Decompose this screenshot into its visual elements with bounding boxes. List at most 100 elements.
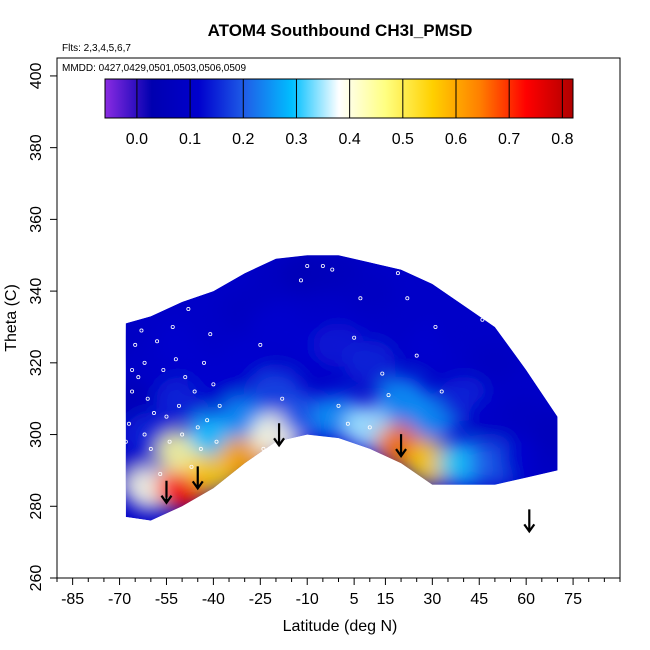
colorbar: 0.0 0.1 0.2 0.3 0.4 0.5 0.6 0.7 0.8 — [104, 78, 574, 148]
sample-point — [126, 421, 131, 426]
colorbar-gradient — [104, 78, 574, 119]
arrow-marker — [160, 480, 173, 505]
x-tick-label: 30 — [423, 591, 441, 608]
colorbar-tick-label: 0.0 — [126, 131, 148, 148]
sample-point — [305, 263, 310, 268]
sample-point — [183, 375, 188, 380]
curtain-cell — [468, 340, 521, 385]
sample-point — [439, 389, 444, 394]
sample-point — [186, 307, 191, 312]
y-tick-label: 280 — [28, 493, 45, 520]
curtain-cell — [125, 376, 152, 421]
sample-point — [320, 263, 325, 268]
x-tick-label: -25 — [249, 591, 272, 608]
sample-point — [130, 367, 135, 372]
sample-point — [208, 332, 213, 337]
sample-point — [145, 396, 150, 401]
x-tick-label: 5 — [350, 591, 359, 608]
sample-point — [151, 411, 156, 416]
sample-point — [358, 296, 363, 301]
flights-subtitle: Flts: 2,3,4,5,6,7 — [62, 43, 131, 54]
sample-point — [148, 446, 153, 451]
sample-point — [176, 403, 181, 408]
axes: -85 -70 -55 -40 -25 -10 5 15 30 45 60 75 260 280 300 32… — [28, 57, 621, 608]
arrow-marker — [395, 434, 407, 458]
x-axis-label: Latitude (deg N) — [283, 618, 398, 635]
sample-point — [133, 342, 138, 347]
sample-point — [480, 317, 485, 322]
sample-point — [136, 375, 141, 380]
sample-point — [414, 353, 419, 358]
x-tick-label: 45 — [470, 591, 488, 608]
x-tick-label: 60 — [517, 591, 535, 608]
sample-point — [198, 446, 203, 451]
colorbar-tick-label: 0.5 — [392, 131, 414, 148]
curtain-cell — [218, 340, 271, 385]
curtain-cell — [437, 312, 490, 357]
dates-subtitle: MMDD: 0427,0429,0501,0503,0506,0509 — [62, 63, 246, 74]
colorbar-tick-label: 0.1 — [179, 131, 201, 148]
x-tick-label: -85 — [61, 591, 84, 608]
arrow-marker — [273, 423, 285, 448]
sample-point — [211, 382, 216, 387]
sample-point — [261, 446, 266, 451]
sample-point — [189, 464, 194, 469]
sample-point — [130, 389, 135, 394]
colorbar-tick-label: 0.6 — [445, 131, 467, 148]
chart-title: ATOM4 Southbound CH3I_PMSD — [208, 21, 473, 40]
sample-point — [155, 339, 160, 344]
sample-point — [173, 357, 178, 362]
sample-point — [158, 471, 163, 476]
sample-points — [123, 263, 491, 502]
sample-point — [330, 267, 335, 272]
y-tick-label: 300 — [28, 421, 45, 448]
sample-point — [142, 432, 147, 437]
sample-point — [405, 296, 410, 301]
curtain-cell — [343, 340, 396, 385]
sample-point — [167, 439, 172, 444]
sample-point — [380, 371, 385, 376]
arrow-marker — [191, 466, 204, 491]
sample-point — [142, 360, 147, 365]
plot-area — [123, 255, 558, 534]
x-tick-label: -55 — [155, 591, 178, 608]
x-tick-label: 15 — [377, 591, 395, 608]
sample-point — [395, 271, 400, 276]
y-axis-label: Theta (C) — [3, 284, 20, 352]
sample-point — [336, 403, 341, 408]
y-tick-label: 320 — [28, 349, 45, 376]
sample-point — [164, 414, 169, 419]
x-tick-label: -10 — [296, 591, 319, 608]
sample-point — [345, 421, 350, 426]
sample-point — [139, 328, 144, 333]
colorbar-tick-label: 0.7 — [498, 131, 520, 148]
x-tick-label: -70 — [108, 591, 131, 608]
sample-point — [258, 342, 263, 347]
sample-point — [352, 335, 357, 340]
colorbar-tick-label: 0.2 — [232, 131, 254, 148]
colorbar-tick-label: 0.4 — [339, 131, 361, 148]
sample-point — [298, 278, 303, 283]
sample-point — [205, 418, 210, 423]
sample-point — [123, 439, 128, 444]
y-tick-label: 260 — [28, 565, 45, 592]
sample-point — [433, 324, 438, 329]
sample-point — [161, 367, 166, 372]
sample-point — [217, 403, 222, 408]
y-tick-label: 340 — [28, 278, 45, 305]
y-tick-label: 380 — [28, 134, 45, 161]
sample-point — [195, 425, 200, 430]
x-tick-label: 75 — [564, 591, 582, 608]
sample-point — [214, 439, 219, 444]
x-tick-label: -40 — [202, 591, 225, 608]
sample-point — [170, 324, 175, 329]
sample-point — [367, 425, 372, 430]
y-tick-label: 400 — [28, 62, 45, 89]
sample-point — [386, 393, 391, 398]
curtain-field — [125, 255, 558, 521]
colorbar-tick-label: 0.3 — [285, 131, 307, 148]
y-tick-label: 360 — [28, 206, 45, 233]
sample-point — [486, 314, 491, 319]
sample-point — [180, 432, 185, 437]
